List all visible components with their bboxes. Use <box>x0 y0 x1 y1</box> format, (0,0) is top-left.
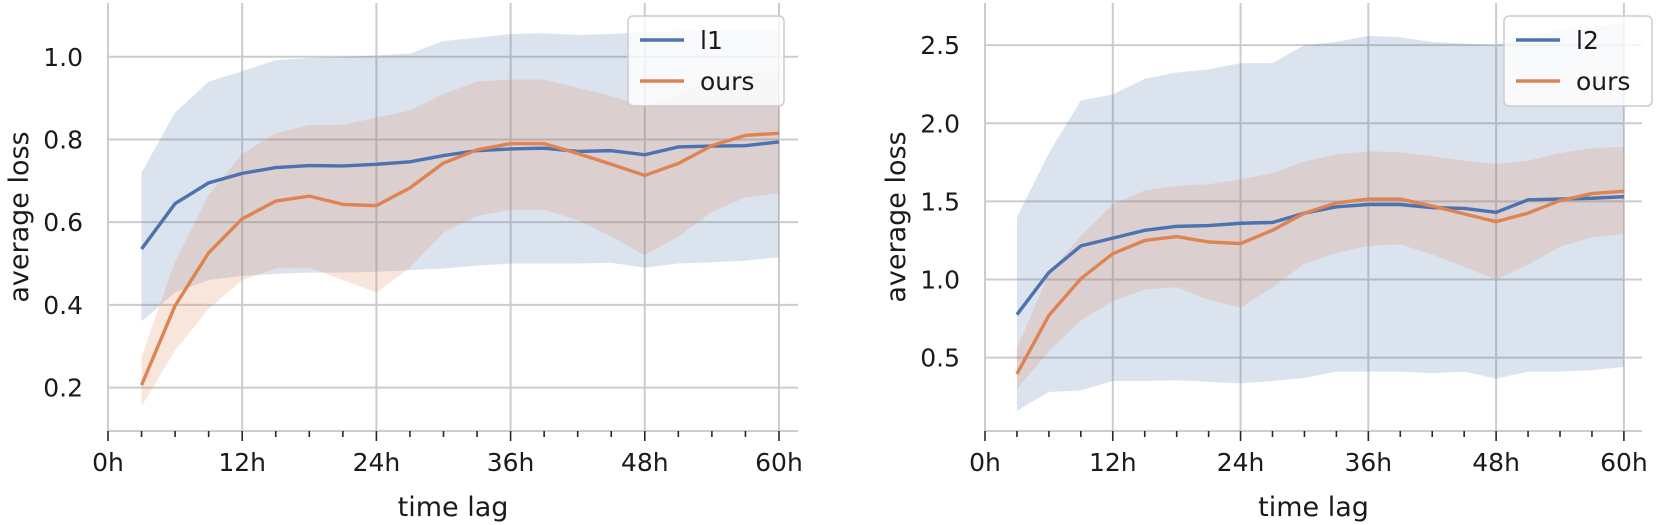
series-line-ours <box>1015 189 1625 375</box>
x-axis-title: time lag <box>398 492 509 523</box>
y-tick-label: 1.0 <box>43 43 83 72</box>
x-tick-label: 36h <box>487 448 535 477</box>
y-tick-label: 2.5 <box>920 31 960 60</box>
chart-panel-1: 0h 12h 24h 36h 48h 60h 0.2 0.4 0.6 0.8 1.0 time lag… <box>4 3 803 523</box>
x-tick-label: 24h <box>1217 448 1265 477</box>
confidence-band-ours <box>141 73 779 407</box>
legend-label-ours: ours <box>1576 67 1630 96</box>
y-tick-label: 1.5 <box>920 187 960 216</box>
x-tick-label: 0h <box>969 448 1001 477</box>
y-tick-label: 0.4 <box>43 291 83 320</box>
x-tick-label: 0h <box>92 448 124 477</box>
y-tick-label: 2.0 <box>920 109 960 138</box>
series-line-l2 <box>1015 194 1624 316</box>
y-tick-label: 0.5 <box>920 344 960 373</box>
legend-label-l1: l1 <box>700 26 723 55</box>
legend: l2 ours <box>1503 15 1653 107</box>
x-tick-label: 48h <box>621 448 669 477</box>
y-axis-title: average loss <box>881 131 912 302</box>
confidence-band-ours <box>1016 146 1624 389</box>
legend-label-ours: ours <box>700 67 754 96</box>
x-axis-title: time lag <box>1258 492 1369 523</box>
x-tick-label: 60h <box>755 448 803 477</box>
y-axis-title: average loss <box>4 131 35 302</box>
legend-label-l2: l2 <box>1576 26 1599 55</box>
y-tick-label: 0.6 <box>43 208 83 237</box>
chart-panel-2: 0h 12h 24h 36h 48h 60h 0.5 1.0 1.5 2.0 2.5 time lag… <box>881 3 1653 523</box>
confidence-band-l2 <box>1016 23 1624 411</box>
x-tick-label: 12h <box>218 448 266 477</box>
x-tick-label: 48h <box>1472 448 1520 477</box>
x-tick-label: 60h <box>1600 448 1648 477</box>
series-line-ours <box>139 131 780 386</box>
x-tick-label: 36h <box>1345 448 1393 477</box>
y-tick-label: 0.2 <box>43 374 83 403</box>
y-tick-label: 1.0 <box>920 265 960 294</box>
x-tick-label: 12h <box>1089 448 1137 477</box>
series-line-l1 <box>140 140 780 251</box>
confidence-band-l1 <box>141 29 779 322</box>
x-tick-label: 24h <box>353 448 401 477</box>
legend: l1 ours <box>627 15 785 107</box>
y-tick-label: 0.8 <box>43 125 83 154</box>
